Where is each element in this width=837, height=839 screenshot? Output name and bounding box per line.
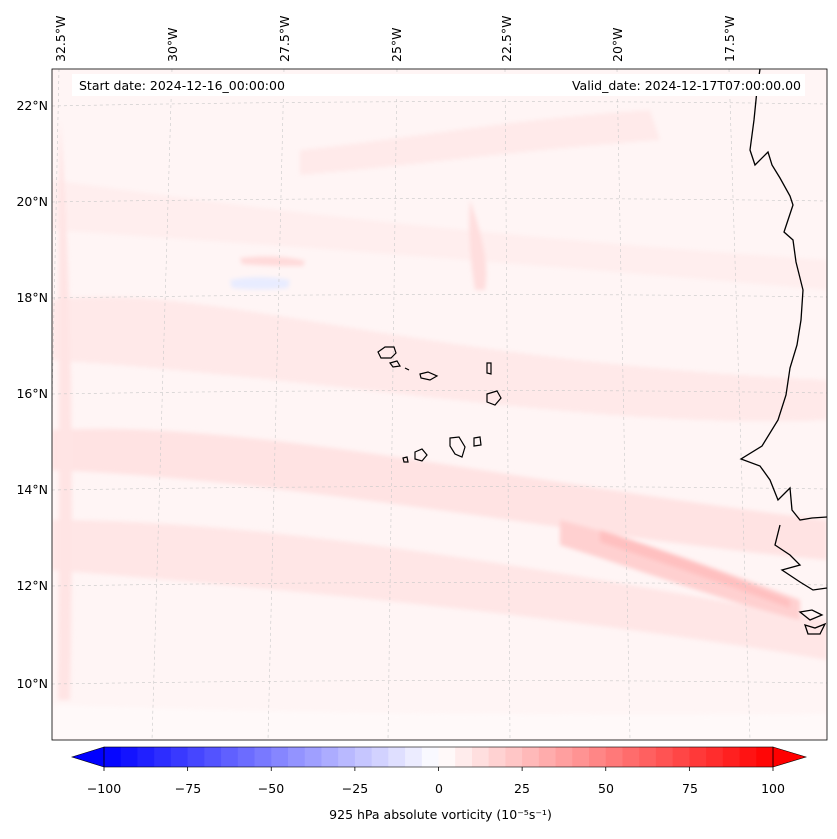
colorbar-segment [354,747,373,767]
lat-label-22n: 22°N [16,98,48,113]
colorbar-segment [689,747,707,767]
colorbar-segment [304,747,322,767]
island-sao-nicolau [419,371,439,381]
colorbar-tick-label: 0 [435,781,443,796]
vorticity-field [52,110,827,740]
cape-verde-islands [377,346,502,463]
colorbar-tick-label: −75 [174,781,202,796]
africa-coast-south [774,524,827,591]
map-frame [51,68,828,741]
colorbar-segment [672,747,690,767]
colorbar-segment [522,747,540,767]
colorbar-tick-label: −50 [257,781,285,796]
island-santiago [449,436,466,458]
colorbar-segment [254,747,272,767]
colorbar-segment [237,747,256,767]
island-santo-antao [377,346,397,359]
colorbar-segment [756,747,774,767]
island-boa-vista [486,390,502,406]
lat-label-20n: 20°N [16,194,48,209]
coastline [739,69,827,635]
colorbar-extend-max [772,746,808,768]
colorbar-tick-label: 50 [598,781,614,796]
colorbar-segment [538,747,557,767]
valid-date-label: Valid_date: 2024-12-17T07:00:00.00 [571,78,801,93]
colorbar-segment [739,747,757,767]
island-maio [473,436,482,447]
colorbar-segment [421,747,439,767]
colorbar-tick-label: 25 [514,781,530,796]
lon-label-32-5w: 32.5°W [53,15,68,62]
lon-label-30w: 30°W [165,27,180,62]
colorbar-segment [589,747,607,767]
colorbar-segment [605,747,623,767]
colorbar-segment [655,747,674,767]
colorbar-segment [622,747,640,767]
lat-lon-gridlines [52,69,827,740]
colorbar-segment [572,747,590,767]
colorbar-segment [438,747,456,767]
colorbar-segment [639,747,657,767]
lon-label-27-5w: 27.5°W [277,15,292,62]
colorbar-segment [287,747,306,767]
colorbar-segment [104,747,122,767]
africa-coast [739,69,827,521]
colorbar-tick-label: 100 [761,781,785,796]
colorbar-segment [338,747,356,767]
lat-label-10n: 10°N [16,676,48,691]
colorbar-segment [170,747,189,767]
colorbar-segment [405,747,423,767]
colorbar-tick-label: −25 [341,781,369,796]
colorbar-segment [137,747,155,767]
colorbar-tick-label: −100 [86,781,122,796]
colorbar-segment [371,747,389,767]
island-sao-vicente [388,360,401,368]
annotation-background [72,74,805,96]
lat-label-18n: 18°N [16,290,48,305]
colorbar-segment [321,747,339,767]
colorbar-segment [488,747,506,767]
start-date-label: Start date: 2024-12-16_00:00:00 [79,78,285,93]
lat-label-12n: 12°N [16,578,48,593]
colorbar-segment [204,747,222,767]
island-brava [402,456,409,463]
colorbar-segment [154,747,172,767]
lat-label-14n: 14°N [16,482,48,497]
colorbar [70,746,808,771]
lon-label-25w: 25°W [389,27,404,62]
island-sal [486,362,492,375]
colorbar-label: 925 hPa absolute vorticity (10⁻⁵s⁻¹) [329,807,552,822]
lon-label-17-5w: 17.5°W [722,15,737,62]
lat-label-16n: 16°N [16,386,48,401]
lon-label-22-5w: 22.5°W [499,15,514,62]
colorbar-segment [271,747,289,767]
colorbar-segment [455,747,473,767]
colorbar-segment [706,747,724,767]
colorbar-segment [505,747,523,767]
colorbar-segment [187,747,205,767]
colorbar-segment [221,747,239,767]
colorbar-segment [388,747,406,767]
island-santa-luzia [404,367,410,371]
colorbar-extend-min [70,746,105,768]
island-fogo [414,448,428,462]
lon-label-20w: 20°W [610,27,625,62]
colorbar-segment [722,747,741,767]
colorbar-tick-label: 75 [682,781,698,796]
colorbar-segment [471,747,490,767]
colorbar-segment [120,747,138,767]
colorbar-segment [555,747,573,767]
